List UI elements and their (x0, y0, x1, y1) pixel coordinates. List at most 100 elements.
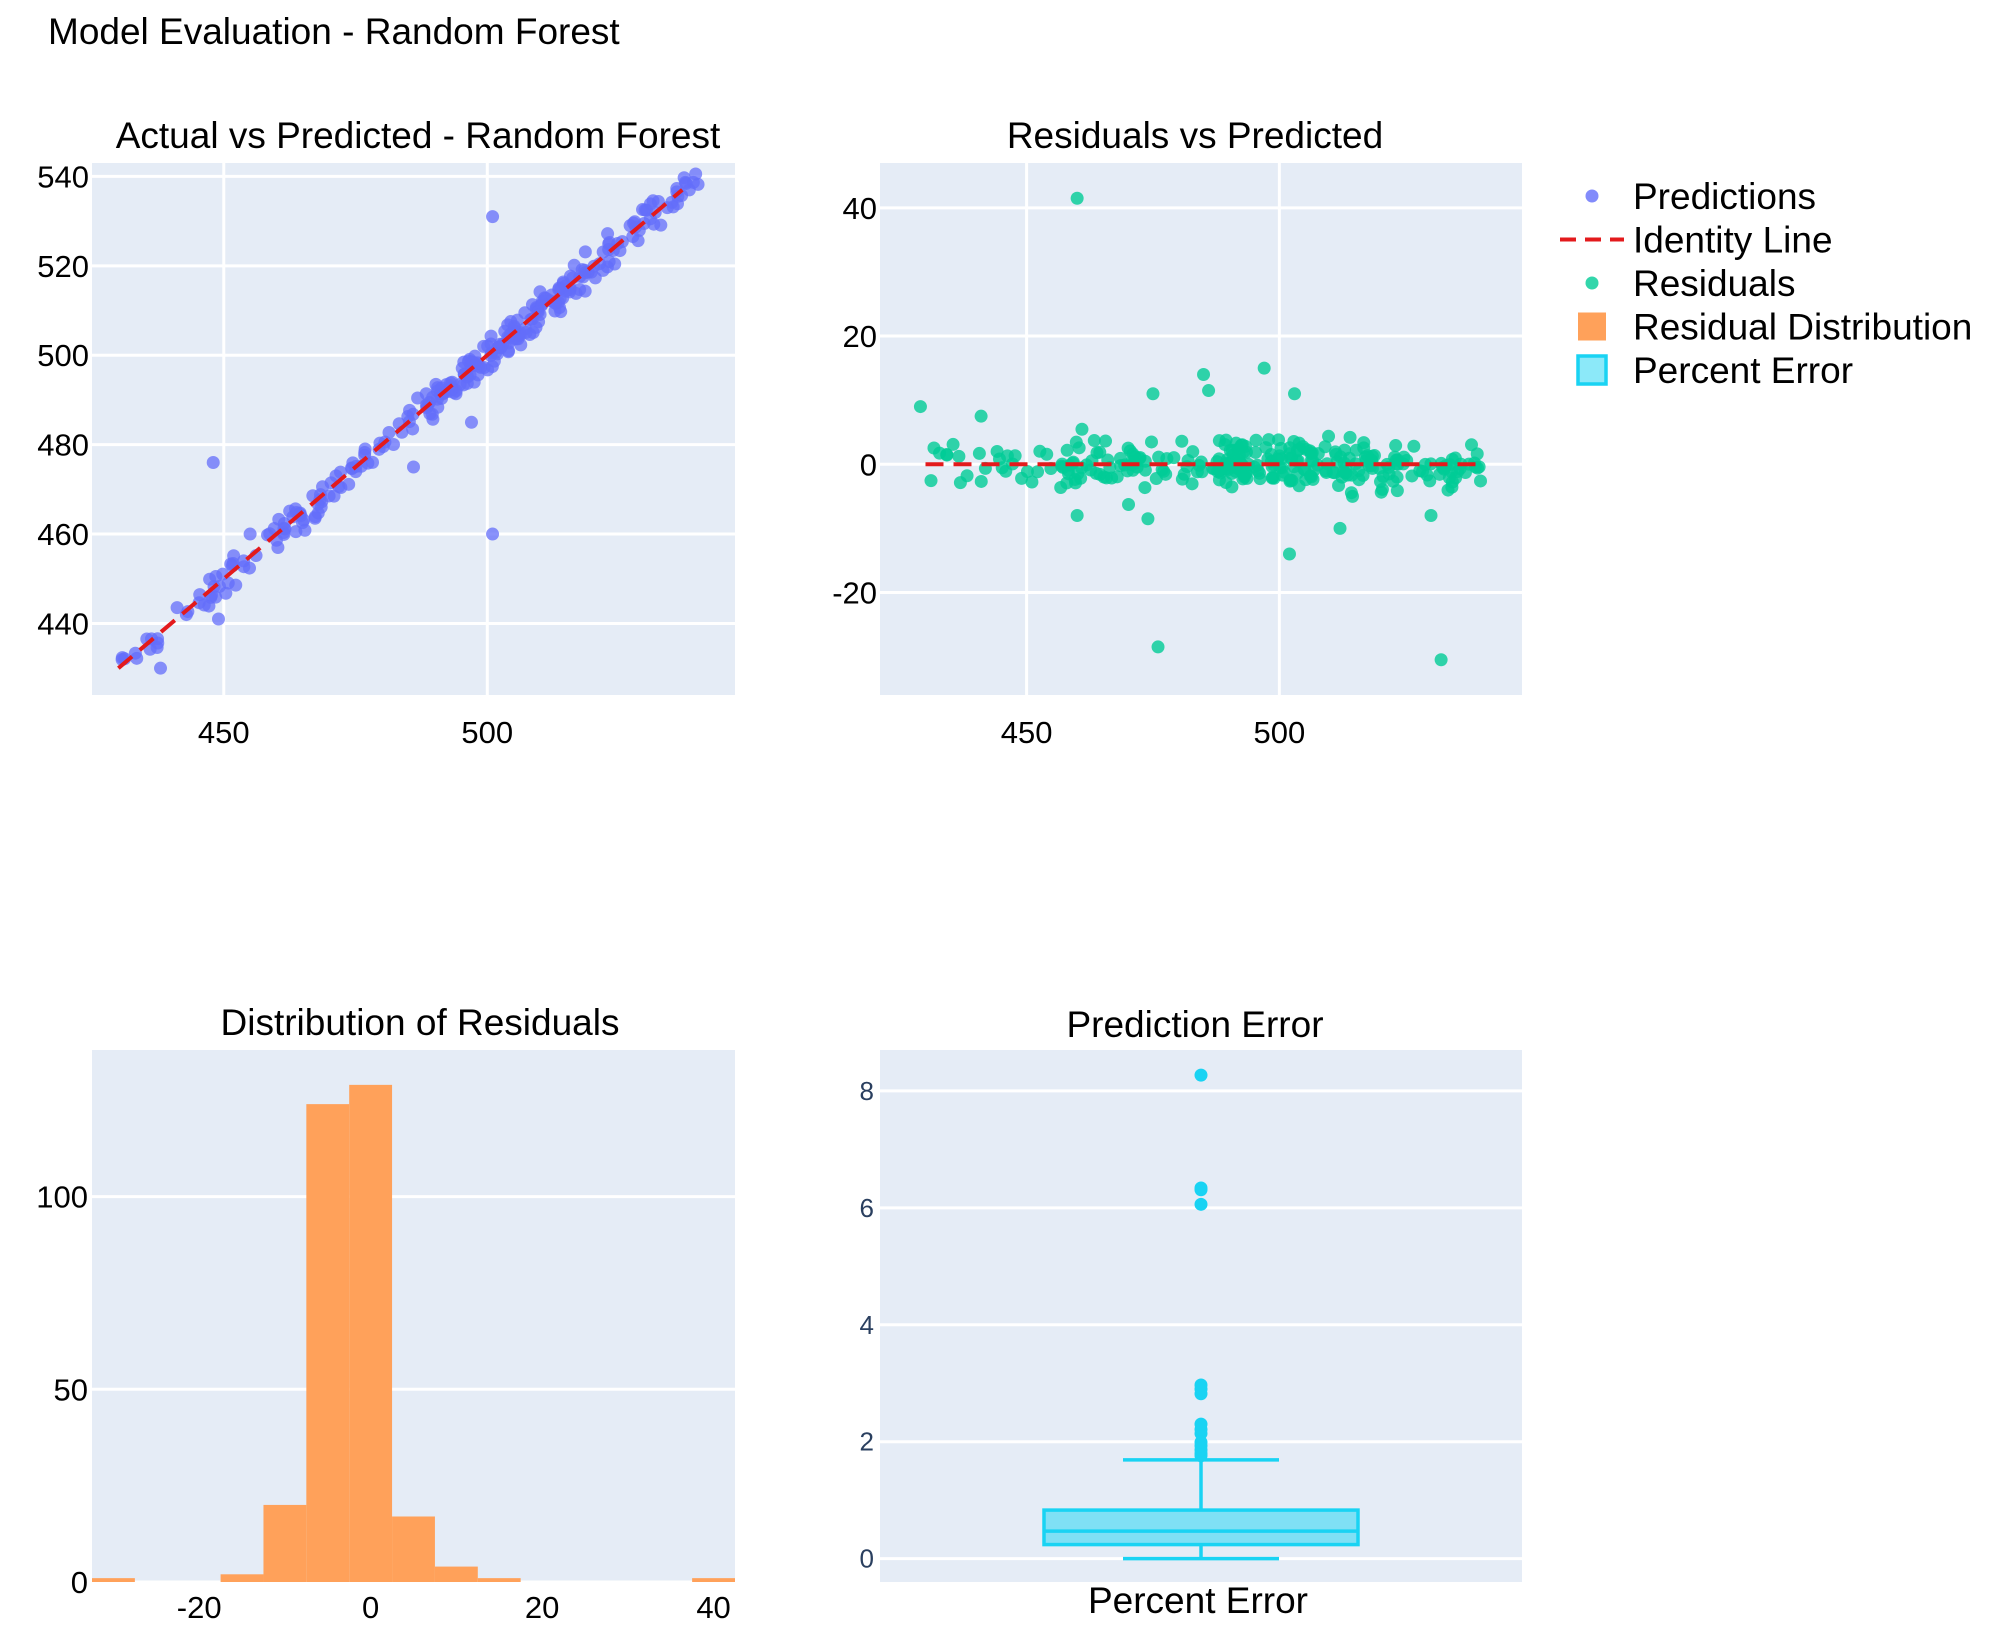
prediction-point (578, 263, 592, 277)
prediction-point (151, 632, 165, 646)
residual-point (946, 437, 960, 451)
residual-point (1180, 460, 1194, 474)
prediction-point (342, 477, 356, 491)
prediction-point (406, 407, 420, 421)
residual-point (1267, 471, 1281, 485)
residual-point (1186, 445, 1200, 459)
residual-point (1212, 452, 1226, 466)
x-tick-label: 40 (696, 1590, 730, 1625)
residuals-vs-predicted-title: Residuals vs Predicted (1007, 115, 1383, 156)
residual-point (1389, 439, 1403, 453)
residual-point (1151, 640, 1165, 654)
iqr-box (1042, 1508, 1360, 1547)
residual-point (924, 474, 938, 488)
distribution-of-residuals-title: Distribution of Residuals (221, 1002, 620, 1043)
residual-point (1442, 471, 1456, 485)
residual-point (1025, 475, 1039, 489)
prediction-point (154, 661, 168, 675)
residual-point (1157, 464, 1171, 478)
prediction-point (211, 612, 225, 626)
y-tick-label: 4 (860, 1310, 874, 1340)
histogram-bar (434, 1566, 478, 1582)
legend-box-icon (1576, 354, 1608, 386)
prediction-point (665, 195, 679, 209)
legend-item-residuals[interactable]: Residuals (1585, 263, 1796, 304)
residual-point (1070, 191, 1084, 205)
prediction-point (481, 363, 495, 377)
histogram-bar (263, 1504, 307, 1582)
prediction-error-title: Prediction Error (1066, 1004, 1323, 1045)
residual-point (1287, 460, 1301, 474)
residual-point (1175, 472, 1189, 486)
outlier-point (1194, 1068, 1208, 1082)
residual-point (974, 474, 988, 488)
x-tick-label: 20 (525, 1590, 559, 1625)
prediction-point (192, 596, 206, 610)
prediction-point (481, 339, 495, 353)
prediction-point (679, 176, 693, 190)
residual-point (1474, 474, 1488, 488)
histogram-bar (392, 1516, 435, 1582)
residual-point (1407, 439, 1421, 453)
residual-point (1282, 547, 1296, 561)
prediction-point (298, 523, 312, 537)
residual-point (1365, 455, 1379, 469)
prediction-point (518, 306, 532, 320)
outlier-point (1194, 1197, 1208, 1211)
prediction-point (608, 257, 622, 271)
prediction-point (308, 511, 322, 525)
residual-point (1424, 509, 1438, 523)
x-tick-label: 500 (1253, 715, 1305, 750)
residual-point (1202, 384, 1216, 398)
prediction-point (431, 381, 445, 395)
residual-point (1054, 480, 1068, 494)
prediction-point (508, 321, 522, 335)
residual-point (1434, 653, 1448, 667)
residual-point (1374, 475, 1388, 489)
residual-point (1160, 452, 1174, 466)
residual-point (1262, 433, 1276, 447)
residual-point (1138, 481, 1152, 495)
residual-point (1288, 387, 1302, 401)
legend-item-predictions[interactable]: Predictions (1585, 176, 1817, 217)
residual-point (1298, 463, 1312, 477)
legend-dot-icon (1585, 276, 1599, 290)
y-tick-label: 500 (37, 338, 89, 373)
residual-point (1175, 434, 1189, 448)
residual-point (1344, 486, 1358, 500)
residual-point (1374, 485, 1388, 499)
prediction-point (423, 407, 437, 421)
residual-point (1072, 441, 1086, 455)
prediction-point (651, 194, 665, 208)
prediction-point (578, 245, 592, 259)
residual-point (1232, 448, 1246, 462)
residual-point (1218, 438, 1232, 452)
y-tick-label: 460 (37, 517, 89, 552)
legend-item-residual-distribution[interactable]: Residual Distribution (1578, 307, 1972, 348)
histogram-bar (692, 1578, 735, 1582)
x-tick-label: 500 (461, 715, 513, 750)
residual-point (1126, 463, 1140, 477)
residual-point (1138, 454, 1152, 468)
residual-point (1390, 484, 1404, 498)
legend-label: Residuals (1633, 263, 1795, 304)
residual-point (1089, 466, 1103, 480)
distribution-of-residuals-background (92, 1050, 735, 1582)
residual-point (1185, 477, 1199, 491)
y-tick-label: 520 (37, 249, 89, 284)
outlier-point (1194, 1378, 1208, 1392)
outlier-point (1194, 1181, 1208, 1195)
prediction-point (407, 460, 420, 474)
residual-point (1441, 483, 1455, 497)
histogram-bar (220, 1574, 264, 1582)
residual-point (1197, 368, 1211, 382)
residual-point (1352, 473, 1366, 487)
y-tick-label: 20 (843, 319, 877, 354)
residual-point (1075, 422, 1089, 436)
prediction-point (573, 283, 587, 297)
legend-item-percent-error[interactable]: Percent Error (1576, 350, 1853, 391)
prediction-point (689, 167, 703, 181)
x-tick-label: 450 (1001, 715, 1053, 750)
legend-item-identity-line[interactable]: Identity Line (1560, 220, 1833, 261)
